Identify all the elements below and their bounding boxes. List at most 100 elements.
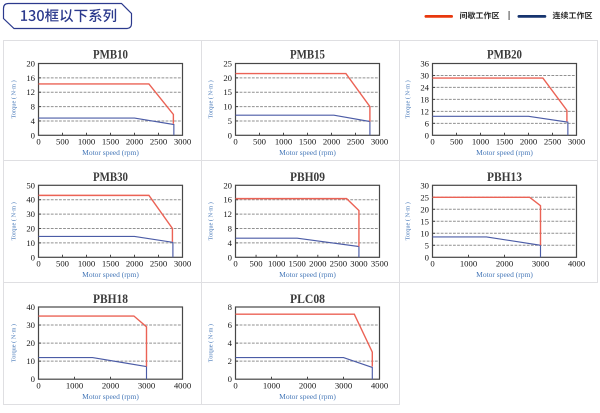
svg-text:2000: 2000 [126, 137, 144, 147]
svg-text:4000: 4000 [568, 259, 586, 269]
svg-text:3000: 3000 [371, 137, 389, 147]
svg-text:Motor speed (rpm): Motor speed (rpm) [279, 148, 336, 157]
svg-text:0: 0 [233, 259, 238, 269]
svg-text:2000: 2000 [299, 381, 317, 391]
svg-text:24: 24 [420, 82, 429, 92]
svg-text:PBH09: PBH09 [290, 170, 325, 184]
svg-text:Torque ( N·m ): Torque ( N·m ) [208, 324, 215, 362]
svg-text:1000: 1000 [275, 137, 293, 147]
svg-text:Torque ( N·m ): Torque ( N·m ) [11, 80, 18, 118]
svg-text:2500: 2500 [150, 137, 168, 147]
svg-text:40: 40 [26, 302, 35, 312]
svg-text:2000: 2000 [323, 137, 341, 147]
svg-text:25: 25 [420, 192, 429, 202]
svg-text:16: 16 [26, 73, 35, 83]
svg-text:15: 15 [223, 87, 232, 97]
svg-text:30: 30 [26, 320, 35, 330]
svg-text:Motor speed (rpm): Motor speed (rpm) [82, 270, 139, 279]
svg-text:Torque ( N·m ): Torque ( N·m ) [11, 324, 18, 362]
svg-text:8: 8 [31, 102, 36, 112]
svg-text:3000: 3000 [532, 259, 550, 269]
svg-text:1500: 1500 [299, 137, 317, 147]
svg-text:1000: 1000 [472, 137, 490, 147]
svg-text:10: 10 [223, 102, 232, 112]
svg-text:Torque ( N·m ): Torque ( N·m ) [405, 202, 412, 240]
svg-text:Torque ( N·m ): Torque ( N·m ) [208, 80, 215, 118]
svg-text:2500: 2500 [330, 259, 348, 269]
svg-text:Torque ( N·m ): Torque ( N·m ) [405, 80, 412, 118]
svg-text:1000: 1000 [268, 259, 286, 269]
svg-text:1000: 1000 [460, 259, 478, 269]
svg-text:3000: 3000 [568, 137, 586, 147]
svg-text:1500: 1500 [289, 259, 307, 269]
svg-text:3000: 3000 [335, 381, 353, 391]
svg-text:12: 12 [26, 87, 35, 97]
svg-text:20: 20 [420, 204, 429, 214]
svg-text:3000: 3000 [138, 381, 156, 391]
svg-text:2000: 2000 [126, 259, 144, 269]
svg-text:PMB10: PMB10 [93, 48, 128, 62]
svg-text:4: 4 [228, 238, 233, 248]
svg-text:2000: 2000 [520, 137, 538, 147]
svg-text:PMB30: PMB30 [93, 170, 128, 184]
svg-text:4000: 4000 [371, 381, 389, 391]
svg-text:30: 30 [420, 70, 429, 80]
svg-text:Motor speed (rpm): Motor speed (rpm) [82, 392, 139, 401]
svg-text:0: 0 [228, 130, 233, 140]
svg-text:Torque ( N·m ): Torque ( N·m ) [11, 202, 18, 240]
svg-text:Motor speed (rpm): Motor speed (rpm) [279, 270, 336, 279]
svg-text:500: 500 [253, 137, 267, 147]
svg-text:0: 0 [31, 374, 36, 384]
svg-text:PBH18: PBH18 [93, 292, 128, 306]
svg-text:6: 6 [425, 118, 430, 128]
svg-text:8: 8 [228, 302, 233, 312]
svg-text:500: 500 [250, 259, 264, 269]
svg-text:10: 10 [26, 356, 35, 366]
svg-text:0: 0 [228, 252, 233, 262]
svg-text:20: 20 [223, 73, 232, 83]
svg-text:50: 50 [26, 180, 35, 190]
svg-text:0: 0 [430, 137, 435, 147]
svg-text:PBH13: PBH13 [487, 170, 522, 184]
svg-text:25: 25 [223, 59, 232, 69]
svg-text:0: 0 [233, 381, 238, 391]
svg-text:500: 500 [56, 137, 70, 147]
svg-text:1000: 1000 [78, 259, 96, 269]
svg-text:0: 0 [233, 137, 238, 147]
svg-text:1500: 1500 [102, 137, 120, 147]
svg-text:0: 0 [36, 137, 41, 147]
svg-text:3000: 3000 [174, 137, 192, 147]
svg-text:3500: 3500 [371, 259, 389, 269]
svg-text:2000: 2000 [309, 259, 327, 269]
svg-text:36: 36 [420, 59, 429, 69]
svg-text:8: 8 [228, 224, 233, 234]
svg-text:10: 10 [26, 238, 35, 248]
svg-text:12: 12 [420, 106, 429, 116]
svg-text:0: 0 [430, 259, 435, 269]
svg-text:2: 2 [228, 356, 232, 366]
svg-text:3000: 3000 [350, 259, 368, 269]
svg-text:20: 20 [26, 59, 35, 69]
svg-text:10: 10 [420, 228, 429, 238]
svg-text:4: 4 [228, 338, 233, 348]
svg-text:18: 18 [420, 94, 429, 104]
svg-text:1000: 1000 [66, 381, 84, 391]
svg-text:1500: 1500 [496, 137, 514, 147]
svg-text:30: 30 [420, 180, 429, 190]
svg-text:6: 6 [228, 320, 233, 330]
svg-text:0: 0 [228, 374, 233, 384]
svg-text:PMB15: PMB15 [290, 48, 325, 62]
svg-text:30: 30 [26, 209, 35, 219]
svg-text:2000: 2000 [496, 259, 514, 269]
svg-text:0: 0 [31, 130, 36, 140]
svg-text:500: 500 [56, 259, 70, 269]
svg-text:20: 20 [26, 224, 35, 234]
svg-text:0: 0 [31, 252, 36, 262]
svg-text:4: 4 [31, 116, 36, 126]
svg-text:2000: 2000 [102, 381, 120, 391]
svg-text:1500: 1500 [102, 259, 120, 269]
svg-text:2500: 2500 [150, 259, 168, 269]
svg-text:0: 0 [36, 259, 41, 269]
svg-text:2500: 2500 [544, 137, 562, 147]
svg-text:Motor speed (rpm): Motor speed (rpm) [476, 270, 533, 279]
